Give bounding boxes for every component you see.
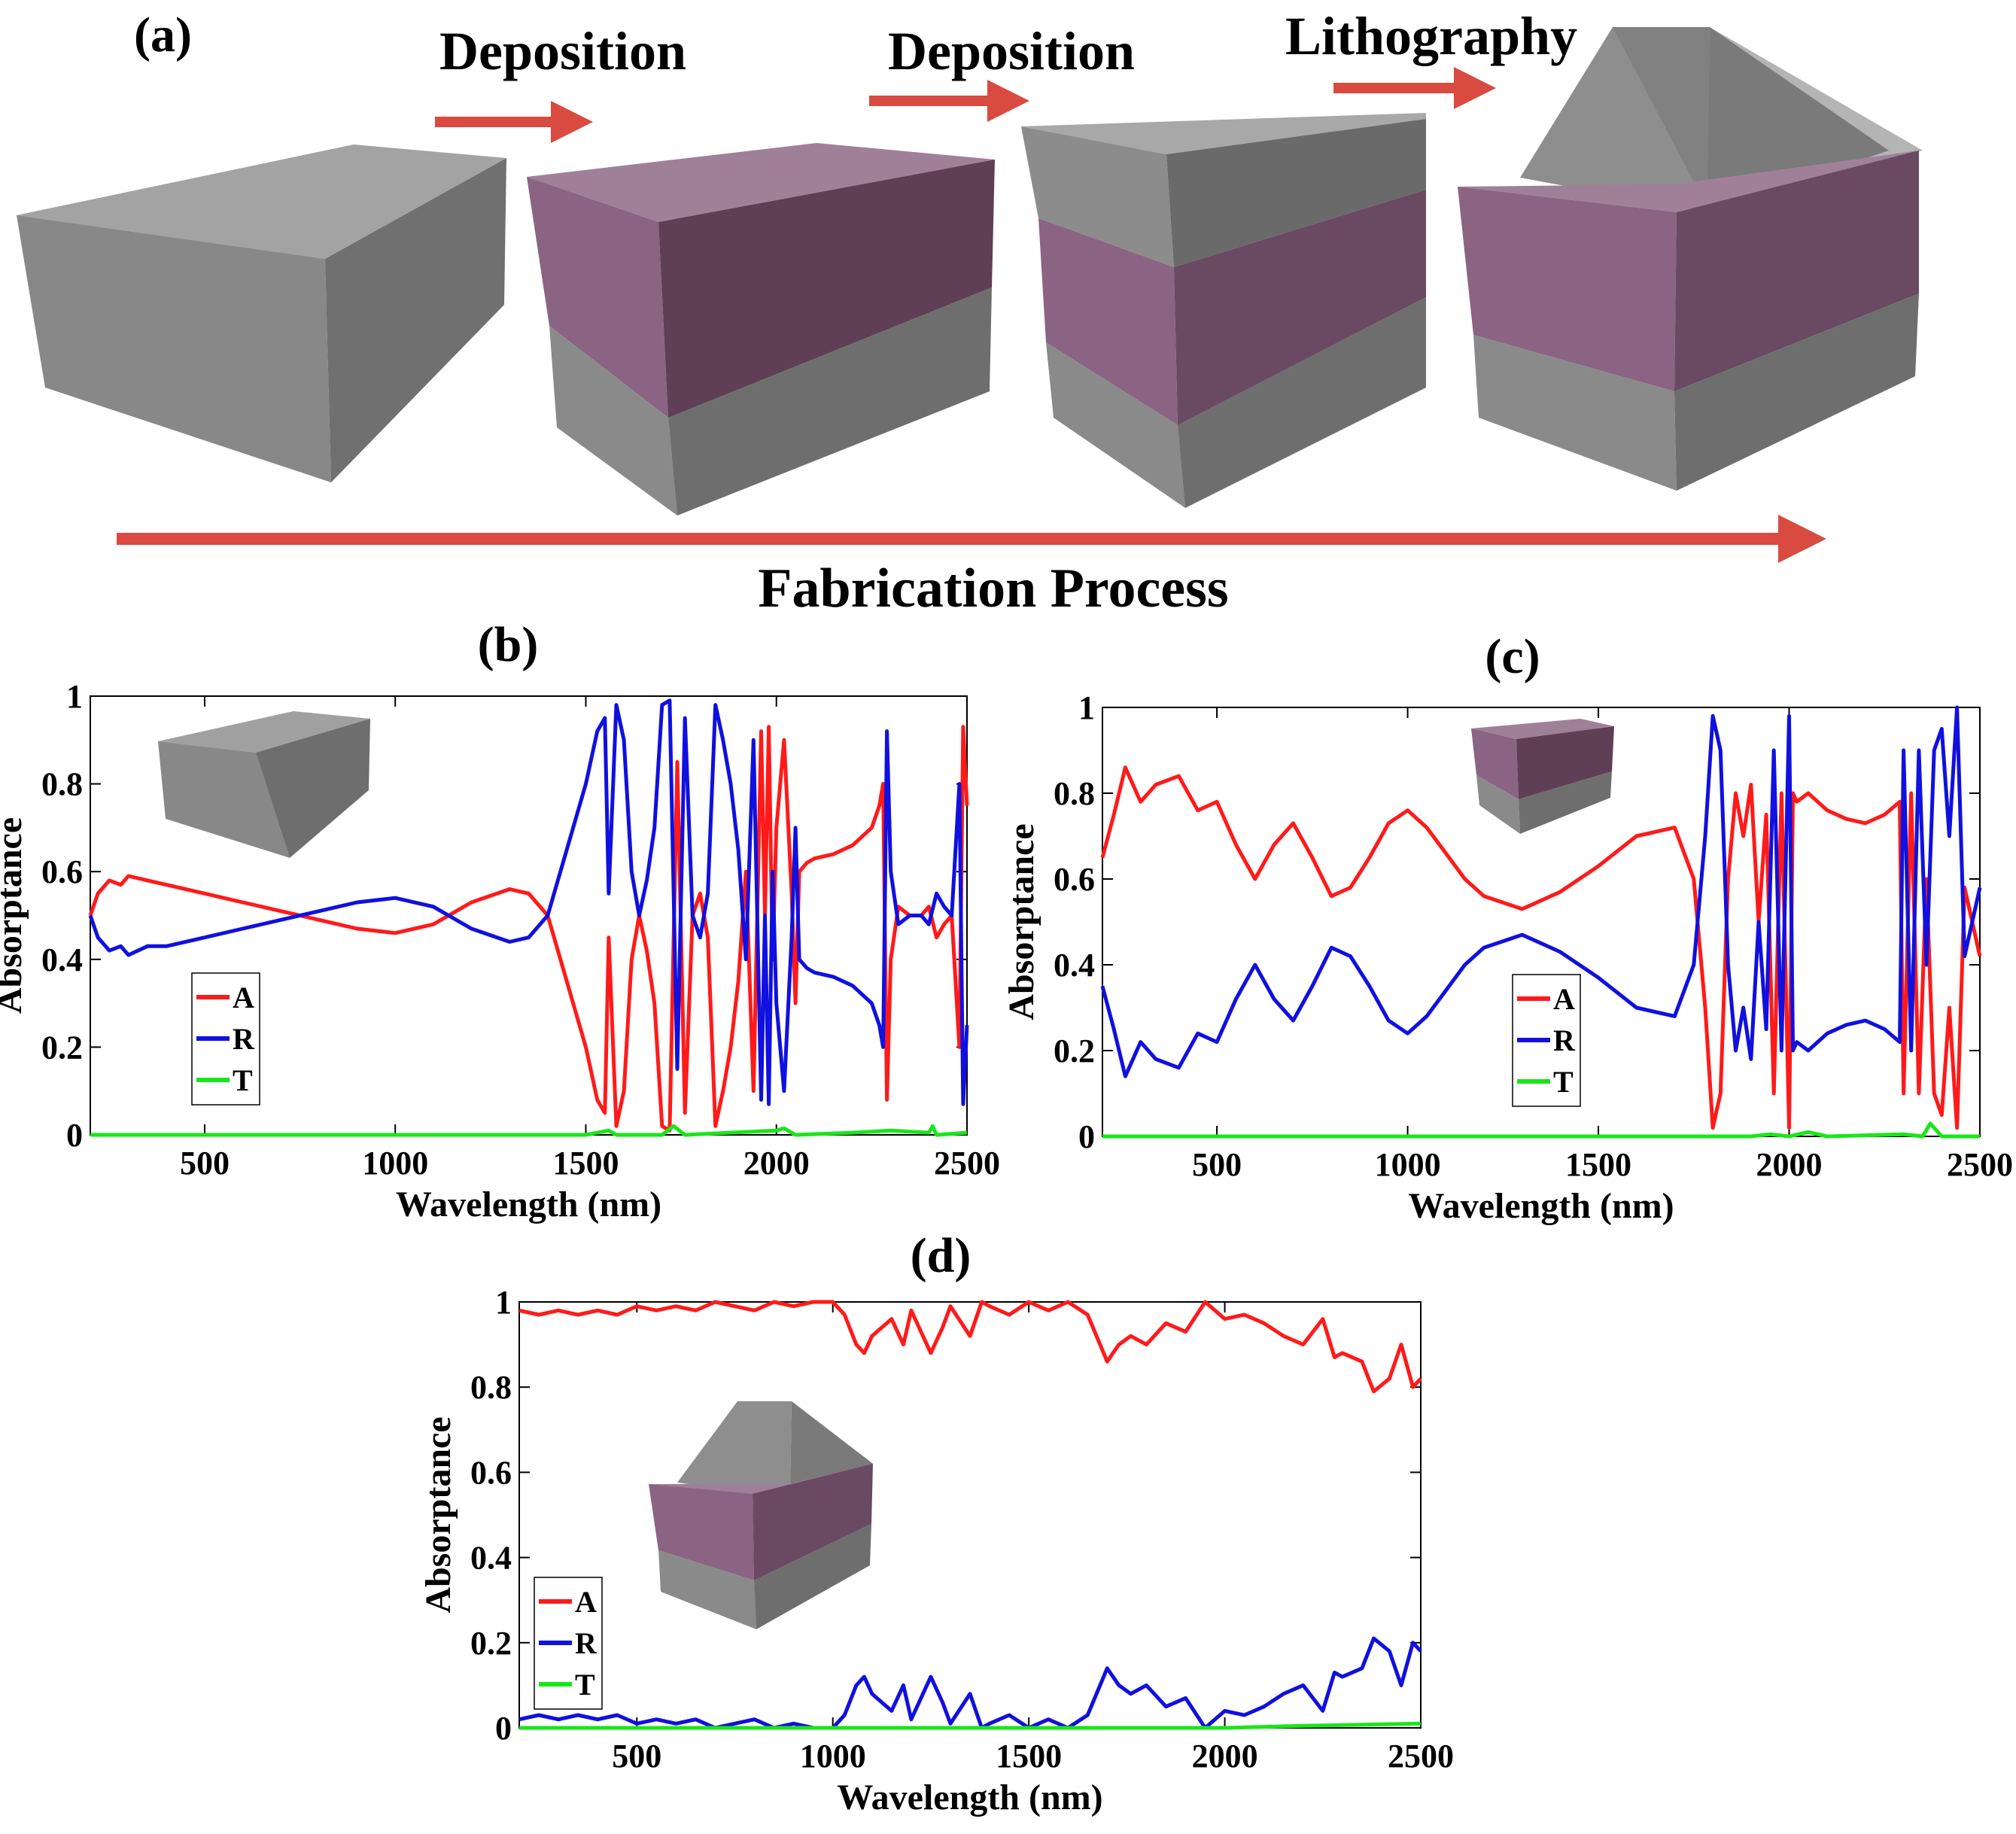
x-tick-label: 500 (180, 1145, 230, 1182)
y-tick-label: 0.6 (470, 1454, 512, 1491)
y-axis-label: Absorptance (418, 1416, 458, 1613)
y-tick-label: 0.2 (41, 1029, 83, 1066)
x-tick-label: 2500 (1947, 1146, 2013, 1183)
block-one-layer (527, 143, 995, 516)
x-tick-label: 1500 (1565, 1146, 1631, 1183)
panel-b-label: (b) (478, 617, 539, 672)
step-label-lithography: Lithography (1285, 6, 1577, 66)
x-tick-label: 2500 (934, 1145, 1000, 1182)
x-axis-label: Wavelength (nm) (837, 1778, 1102, 1817)
block-two-layers (1021, 113, 1426, 508)
y-tick-label: 0.8 (41, 766, 83, 803)
y-tick-label: 0.8 (470, 1369, 512, 1406)
step-label-deposition-1: Deposition (439, 21, 686, 81)
legend-label-t: T (233, 1063, 253, 1097)
legend-label-t: T (575, 1668, 595, 1702)
y-tick-label: 0.4 (41, 941, 83, 978)
x-tick-label: 1500 (552, 1145, 619, 1182)
x-tick-label: 2000 (743, 1145, 810, 1182)
y-tick-label: 0 (1078, 1118, 1095, 1155)
panel-a: (a) Deposition Deposition Lithography (17, 6, 1923, 619)
block-lithography (1458, 27, 1923, 491)
step-label-deposition-2: Deposition (888, 21, 1135, 81)
x-tick-label: 500 (612, 1738, 661, 1775)
y-tick-label: 1 (495, 1284, 512, 1321)
series-line-r (88, 698, 969, 1106)
legend-label-t: T (1553, 1065, 1574, 1099)
series-line-t (519, 1721, 1422, 1730)
y-tick-label: 0.4 (1054, 947, 1095, 984)
y-tick-label: 0.6 (1054, 861, 1095, 898)
y-tick-label: 0.4 (470, 1540, 512, 1577)
inset-one-layer (1471, 719, 1614, 834)
x-tick-label: 500 (1192, 1146, 1242, 1183)
x-tick-label: 1000 (800, 1738, 866, 1775)
panel-d-label: (d) (911, 1228, 972, 1283)
series-line-a (518, 1300, 1422, 1394)
y-tick-label: 0.2 (470, 1625, 512, 1662)
legend-label-a: A (575, 1585, 597, 1619)
x-tick-label: 1000 (1375, 1146, 1441, 1183)
y-tick-label: 0.6 (41, 853, 83, 890)
series-line-t (1102, 1121, 1980, 1139)
x-tick-label: 2000 (1192, 1738, 1258, 1775)
legend: ART (534, 1577, 603, 1710)
y-axis-label: Absorptance (1002, 823, 1041, 1020)
y-tick-label: 0.2 (1054, 1033, 1095, 1069)
block-substrate (17, 144, 506, 482)
y-tick-label: 0 (66, 1117, 83, 1154)
series-line-r (1100, 705, 1982, 1078)
legend-label-a: A (1553, 982, 1575, 1016)
x-tick-label: 1500 (996, 1738, 1062, 1775)
series-line-t (90, 1124, 968, 1137)
legend-label-r: R (1553, 1023, 1576, 1057)
x-axis-label: Wavelength (nm) (396, 1185, 661, 1224)
series-line-r (518, 1636, 1422, 1730)
legend-label-a: A (233, 981, 254, 1014)
y-axis-label: Absorptance (0, 817, 29, 1014)
process-label: Fabrication Process (758, 558, 1228, 619)
legend-label-r: R (575, 1626, 598, 1660)
inset-substrate (158, 711, 370, 858)
legend: ART (1512, 974, 1581, 1107)
y-tick-label: 0 (495, 1710, 512, 1747)
y-tick-label: 1 (1078, 689, 1095, 726)
panel-a-label: (a) (134, 8, 192, 62)
x-axis-label: Wavelength (nm) (1408, 1186, 1674, 1226)
legend-label-r: R (233, 1022, 255, 1056)
panel-c-label: (c) (1485, 629, 1540, 684)
x-tick-label: 2500 (1388, 1738, 1454, 1775)
x-tick-label: 1000 (362, 1145, 428, 1182)
inset-lithography (649, 1401, 873, 1629)
y-tick-label: 1 (66, 678, 83, 715)
y-tick-label: 0.8 (1054, 775, 1095, 812)
x-tick-label: 2000 (1756, 1146, 1823, 1183)
legend: ART (191, 972, 260, 1106)
